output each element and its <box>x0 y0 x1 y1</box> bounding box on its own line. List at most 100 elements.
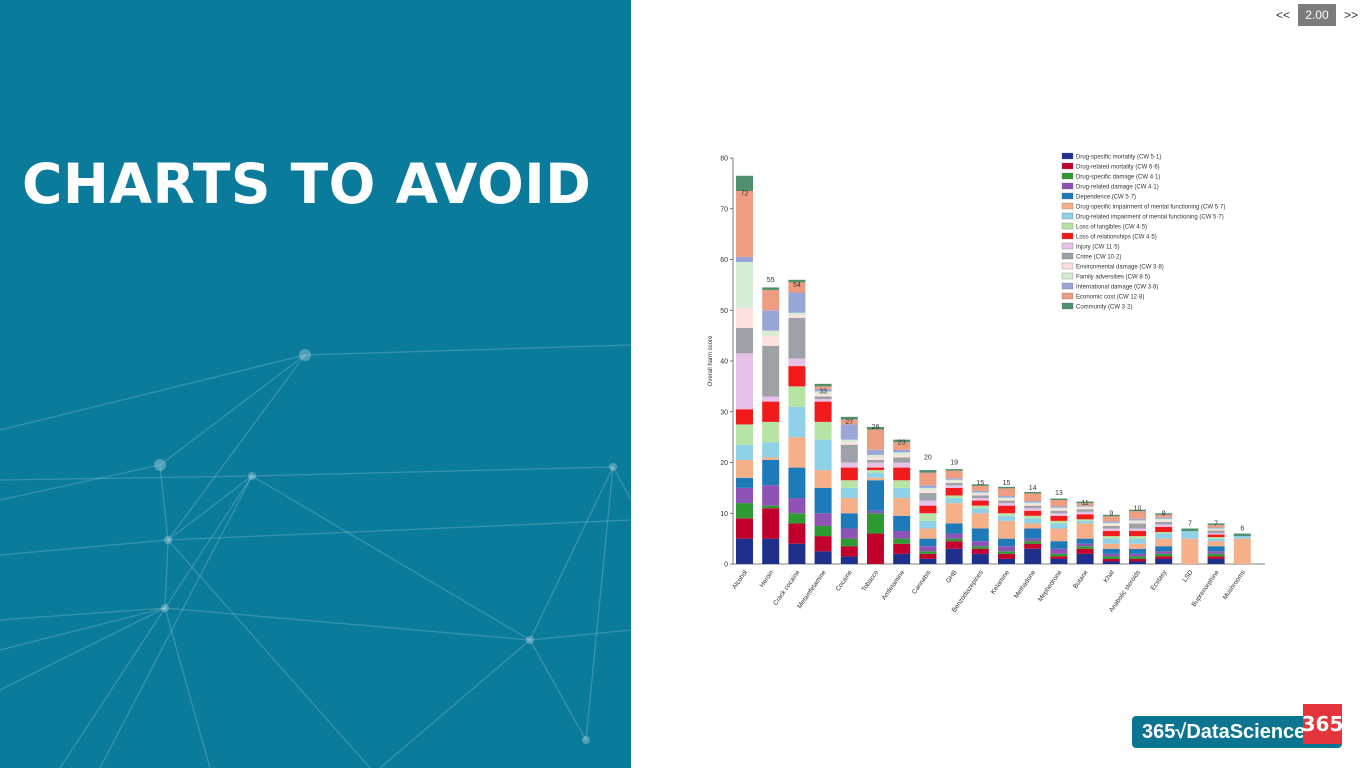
next-button[interactable]: >> <box>1343 8 1358 22</box>
bar-segment <box>788 467 806 499</box>
bar-segment <box>814 393 832 397</box>
legend-label: Family adversities (CW 8·5) <box>1076 275 1150 281</box>
bar-segment <box>919 487 937 491</box>
bar-segment <box>840 424 858 440</box>
bar-segment <box>1207 551 1225 554</box>
bar-segment <box>736 328 753 354</box>
bar-segment <box>840 419 858 425</box>
slide-title: CHARTS TO AVOID <box>22 152 592 216</box>
bar-segment <box>1207 556 1225 559</box>
legend-label: Drug-specific impairment of mental funct… <box>1076 205 1225 211</box>
y-tick-label: 80 <box>720 156 728 163</box>
bar-segment <box>1076 520 1094 524</box>
bar-segment <box>1207 553 1225 557</box>
bar-segment <box>814 386 832 389</box>
bar-segment <box>762 459 780 486</box>
legend-label: Economic cost (CW 12·8) <box>1076 295 1144 301</box>
bar-segment <box>736 503 753 519</box>
x-tick-label: Khat <box>1103 569 1117 584</box>
bar-segment <box>840 480 858 488</box>
bar-segment <box>1155 526 1173 533</box>
bar-segment <box>945 523 963 534</box>
y-tick-label: 0 <box>724 562 728 569</box>
bar-segment <box>971 546 989 549</box>
bar-segment <box>1233 538 1251 564</box>
brand-badge: 365 <box>1302 704 1343 744</box>
bar-segment <box>971 484 989 486</box>
bar-segment <box>919 528 937 539</box>
network-graphic <box>0 344 631 768</box>
bar-segment <box>814 388 832 392</box>
y-tick-label: 70 <box>720 206 728 213</box>
bar-segment <box>867 426 884 430</box>
bar-segment <box>788 317 806 359</box>
bar-segment <box>814 439 832 471</box>
bar-segment <box>893 487 911 499</box>
legend-swatch <box>1061 182 1074 190</box>
bar-segment <box>893 454 911 458</box>
bar-segment <box>945 495 963 499</box>
bar-segment <box>1076 514 1094 520</box>
bar-segment <box>998 486 1015 489</box>
x-tick-label: Ecstasy <box>1150 569 1169 592</box>
legend-label: Crime (CW 10·2) <box>1076 255 1121 261</box>
bar-segment <box>1207 529 1225 531</box>
bar-segment <box>762 310 780 331</box>
legend-swatch <box>1061 282 1074 290</box>
bar-segment <box>1129 521 1146 524</box>
bar-segment <box>1076 505 1094 507</box>
legend-swatch <box>1061 192 1074 200</box>
bar-segment <box>840 416 858 420</box>
brand-logo: 365√DataScience 365 <box>1132 704 1343 748</box>
bar-segment <box>1102 538 1120 544</box>
bar-segment <box>945 503 963 524</box>
bar-segment <box>867 449 884 455</box>
playback-speed[interactable]: 2.00 <box>1297 4 1336 26</box>
bar-segment <box>736 538 753 564</box>
y-tick-label: 10 <box>720 511 728 518</box>
bar-segment <box>1207 537 1225 539</box>
bar-segment <box>971 548 989 554</box>
bar-segment <box>762 485 780 506</box>
bar-segment <box>788 386 806 407</box>
bar-segment <box>1207 524 1225 528</box>
y-axis-label: Overall harm score <box>708 335 714 386</box>
bar-segment <box>1155 517 1173 519</box>
bar-segment <box>736 424 753 445</box>
bar-segment <box>867 533 884 564</box>
bar-segment <box>998 513 1015 516</box>
bar-segment <box>1024 538 1042 542</box>
bar-segment <box>788 513 806 524</box>
bar-segment <box>814 401 832 422</box>
y-tick-label: 20 <box>720 460 728 467</box>
bar-segment <box>998 499 1015 501</box>
bar-segment <box>1129 509 1146 512</box>
bar-total-label: 26 <box>872 424 880 431</box>
bar-segment <box>814 487 832 514</box>
previous-button[interactable]: << <box>1275 8 1290 22</box>
bar-segment <box>1076 519 1094 521</box>
bar-segment <box>814 536 832 552</box>
bar-segment <box>971 505 989 509</box>
bar-segment <box>840 444 858 463</box>
bar-segment <box>788 543 806 564</box>
bar-segment <box>1207 534 1225 538</box>
bar-segment <box>945 533 963 539</box>
bar-segment <box>893 553 911 564</box>
bar-segment <box>1076 501 1094 504</box>
bar-segment <box>1155 521 1173 525</box>
bar-total-label: 9 <box>1109 510 1113 517</box>
bar-segment <box>1155 556 1173 559</box>
legend-label: Environmental damage (CW 3·8) <box>1076 265 1164 271</box>
bar-total-label: 33 <box>819 389 827 396</box>
bar-segment <box>814 525 832 537</box>
bar-segment <box>1102 553 1120 557</box>
legend-swatch <box>1061 302 1074 310</box>
bar-segment <box>762 401 780 422</box>
bar-total-label: 13 <box>1055 490 1063 497</box>
bar-total-label: 20 <box>924 455 932 462</box>
bar-segment <box>971 492 989 494</box>
bar-segment <box>1181 531 1199 539</box>
bar-segment <box>736 477 753 488</box>
bar-segment <box>998 558 1015 564</box>
